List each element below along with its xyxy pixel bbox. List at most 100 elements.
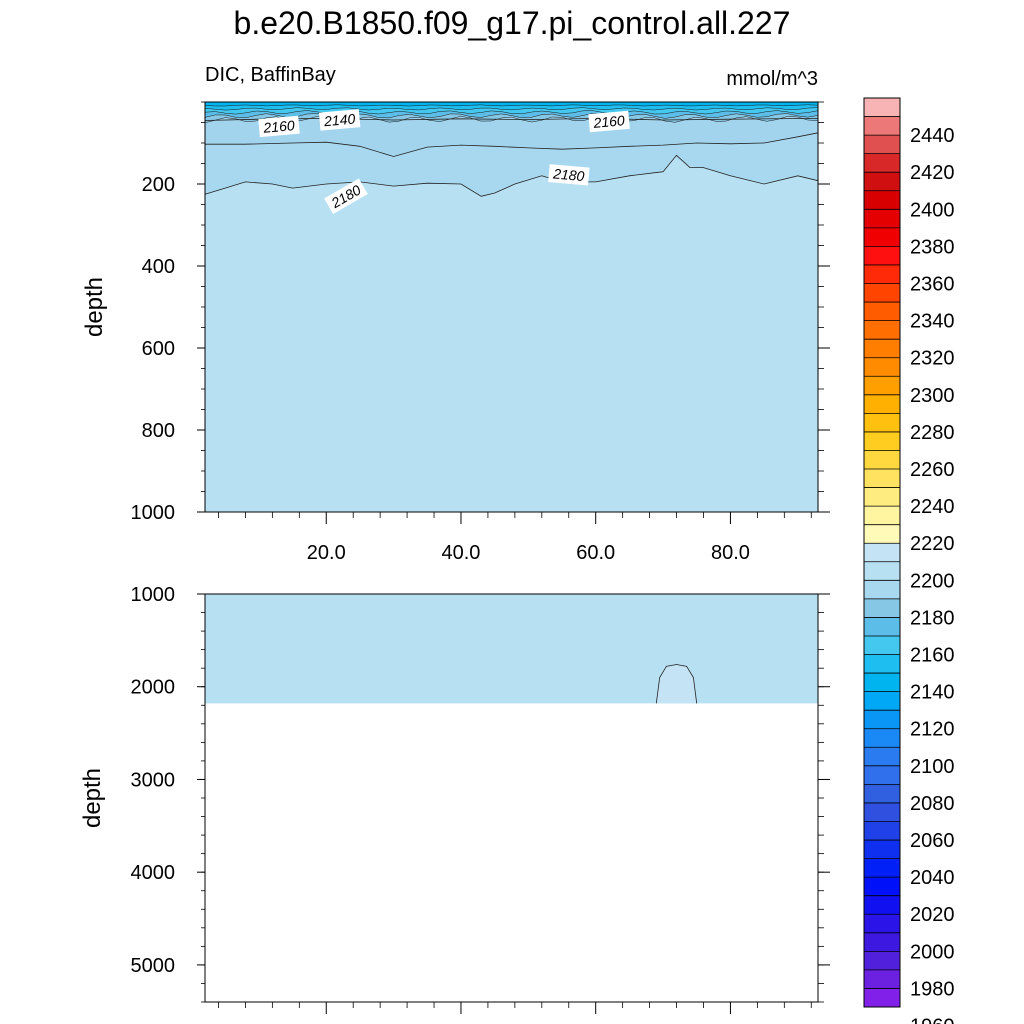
colorbar-label: 2140 (910, 682, 955, 704)
lower-panel-fills (205, 594, 818, 704)
colorbar-label: 2020 (910, 904, 955, 926)
colorbar-swatch (864, 413, 900, 433)
colorbar-swatch (864, 450, 900, 470)
colorbar-swatch (864, 524, 900, 544)
y-tick-label: 200 (142, 174, 175, 196)
lower-panel-contours (655, 664, 698, 704)
colorbar-swatch (864, 209, 900, 229)
colorbar-label: 1980 (910, 978, 955, 1000)
colorbar-swatch (864, 116, 900, 136)
upper-panel-fills (204, 101, 819, 512)
colorbar-swatch (864, 914, 900, 934)
colorbar-swatch (864, 580, 900, 600)
colorbar-swatch (864, 561, 900, 581)
colorbar-swatch (864, 969, 900, 989)
colorbar-swatch (864, 264, 900, 285)
contour-label-text: 2160 (262, 117, 296, 136)
colorbar-swatch (864, 691, 900, 711)
colorbar-swatch (864, 339, 900, 359)
y-tick-label: 1000 (131, 502, 176, 524)
lower-panel: 1000 2000 3000 4000 5000 depth (79, 584, 830, 1014)
colorbar-label: 2100 (910, 756, 955, 778)
colorbar-label: 2260 (910, 459, 955, 481)
colorbar-swatch (864, 376, 900, 396)
contour-label-bg (258, 115, 300, 138)
colorbar-label: 2380 (910, 236, 955, 258)
colorbar-swatch (864, 635, 900, 656)
contour-label-bg (324, 178, 368, 215)
colorbar-label: 2060 (910, 830, 955, 852)
contour-label-0: 2160 (258, 115, 300, 138)
contour-line-2180 (204, 154, 819, 197)
colorbar-swatch (864, 654, 900, 674)
colorbar-swatch (864, 877, 900, 897)
colorbar-swatch (864, 840, 900, 860)
colorbar-label: 2300 (910, 385, 955, 407)
colorbar-swatch (864, 302, 900, 322)
colorbar-swatch (864, 172, 900, 192)
colorbar-label: 2320 (910, 348, 955, 370)
contour-label-2: 2160 (588, 110, 630, 133)
colorbar-swatch (864, 858, 900, 878)
y-tick-label: 3000 (131, 769, 176, 791)
colorbar-label: 2040 (910, 867, 955, 889)
contour-label-bg (318, 109, 361, 131)
contour-label-bg (588, 110, 630, 133)
colorbar-label: 2080 (910, 793, 955, 815)
y-tick-label: 600 (142, 338, 175, 360)
colorbar-swatch (864, 747, 900, 767)
colorbar-swatch (864, 135, 900, 155)
colorbar-swatch (864, 394, 900, 414)
colorbar-swatch (864, 246, 900, 266)
colorbar: 2440 2420 2400 2380 2360 2340 2320 2300 2280 2260… (863, 97, 955, 1024)
x-tick-label: 80.0 (711, 542, 750, 564)
colorbar-swatch (864, 506, 900, 526)
contour-label-text: 2180 (552, 165, 586, 184)
colorbar-label: 2200 (910, 570, 955, 592)
variable-label: DIC, BaffinBay (205, 64, 336, 86)
colorbar-label: 2220 (910, 533, 955, 555)
colorbar-label: 2180 (910, 607, 955, 629)
upper-y-axis-label: depth (81, 277, 108, 337)
y-tick-label: 4000 (131, 862, 176, 884)
colorbar-label: 2400 (910, 199, 955, 221)
x-tick-label: 40.0 (442, 542, 481, 564)
colorbar-swatch (864, 98, 900, 118)
colorbar-label: 2000 (910, 941, 955, 963)
colorbar-label: 2240 (910, 496, 955, 518)
contour-label-text: 2160 (592, 112, 626, 131)
contour-label-1: 2140 (318, 109, 361, 131)
x-tick-label: 20.0 (307, 542, 346, 564)
colorbar-swatch (864, 821, 900, 841)
colorbar-label: 2340 (910, 311, 955, 333)
colorbar-label: 2440 (910, 125, 955, 147)
x-tick-label: 60.0 (576, 542, 615, 564)
colorbar-label: 1960 (910, 1016, 955, 1024)
lower-y-axis-label: depth (79, 768, 106, 828)
y-tick-label: 2000 (131, 677, 176, 699)
colorbar-label: 2120 (910, 719, 955, 741)
colorbar-swatch (864, 283, 900, 303)
colorbar-swatch (864, 802, 900, 822)
colorbar-swatch (864, 320, 900, 340)
colorbar-swatch (864, 190, 900, 210)
colorbar-swatch (864, 765, 900, 785)
y-tick-label: 800 (142, 420, 175, 442)
y-tick-label: 400 (142, 256, 175, 278)
contour-line-2160 (205, 132, 819, 157)
colorbar-swatch (864, 227, 900, 247)
y-tick-label: 5000 (131, 955, 176, 977)
colorbar-frame (863, 97, 901, 1008)
colorbar-swatch (864, 487, 900, 507)
y-tick-label: 1000 (131, 584, 176, 606)
lower-panel-axes: 1000 2000 3000 4000 5000 (131, 584, 830, 1014)
contour-label-text: 2140 (322, 111, 356, 130)
colorbar-label: 2280 (910, 422, 955, 444)
upper-panel-axes: 200 400 600 800 1000 20.0 40.0 60.0 80.0 (131, 101, 830, 564)
colorbar-swatch (864, 932, 900, 952)
contour-line-2190 (655, 664, 698, 704)
colorbar-swatch (864, 710, 900, 730)
colorbar-swatch (864, 469, 900, 489)
lower-fill-band-2180-2190 (205, 594, 818, 704)
